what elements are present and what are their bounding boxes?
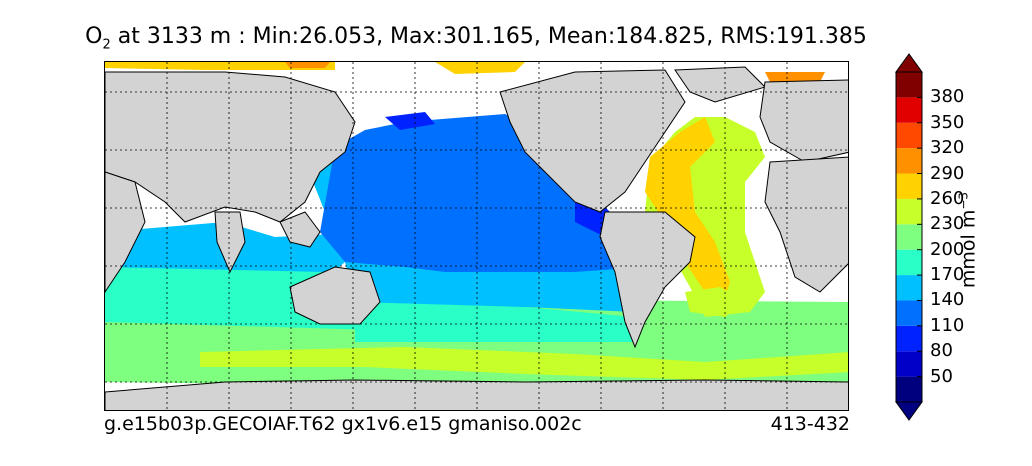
colorbar-segment [896, 224, 922, 250]
arctic-orange-patch [765, 72, 825, 82]
unit-text: mmol m [957, 209, 980, 289]
antarctica-land [105, 379, 848, 410]
southeast-asia-land [279, 211, 321, 248]
colorbar-extend-high [895, 53, 923, 73]
colorbar-segment [896, 122, 922, 149]
eurasia-west-land [105, 71, 356, 223]
colorbar-tick-label: 260 [930, 187, 965, 209]
arctic-orange-strip [285, 62, 330, 68]
colorbar-segment [896, 97, 922, 123]
colorbar-segment [896, 198, 922, 225]
colorbar-segment [896, 376, 922, 402]
south-america-land [599, 211, 696, 349]
colorbar-tick-label: 170 [930, 264, 965, 286]
australia-land [289, 266, 381, 325]
colorbar: 50 80 110 140 170 200 230 260 290 320 350 380 [880, 52, 964, 422]
colorbar-extend-low [895, 401, 923, 421]
greenland-land [674, 66, 766, 103]
plot-title: O2 at 3133 m : Min:26.053, Max:301.165, … [0, 24, 952, 52]
year-range: 413-432 [770, 413, 850, 435]
colorbar-tick-label: 230 [930, 213, 965, 235]
colorbar-segment [896, 148, 922, 174]
arctic-yellow-strip [105, 62, 335, 70]
colorbar-segment [896, 72, 922, 98]
colorbar-tick-label: 380 [930, 86, 965, 108]
colorbar-tick-label: 200 [930, 238, 965, 260]
colorbar-segment [896, 351, 922, 377]
title-subscript: 2 [102, 37, 111, 53]
map-gridlines [105, 62, 848, 410]
colorbar-segment [896, 300, 922, 326]
title-text: at 3133 m : Min:26.053, Max:301.165, Mea… [110, 24, 867, 49]
colorbar-segment [896, 275, 922, 301]
arctic-yellow-patch [435, 62, 525, 74]
north-atlantic-yellow [645, 117, 730, 297]
pacific-blue-core [320, 114, 645, 272]
north-america-land [499, 69, 686, 213]
ocean-oxygen-map [104, 61, 849, 411]
colorbar-tick-label: 110 [930, 314, 965, 336]
india-land [214, 211, 246, 274]
colorbar-tick-label: 50 [930, 365, 953, 387]
colorbar-tick-label: 350 [930, 111, 965, 133]
colorbar-svg [895, 53, 923, 421]
africa-land-right [764, 156, 848, 293]
colorbar-tick-label: 80 [930, 340, 953, 362]
colorbar-tick-label: 320 [930, 137, 965, 159]
colorbar-frame [895, 71, 923, 403]
south-atlantic-green [685, 287, 745, 317]
case-name: g.e15b03p.GECOIAF.T62 gx1v6.e15 gmaniso.… [104, 413, 582, 435]
colorbar-unit-label: mmol m−3 [956, 192, 979, 288]
map-svg [105, 62, 848, 410]
colorbar-segment [896, 173, 922, 199]
southern-yellowgreen-band [200, 347, 848, 380]
title-variable: O [85, 24, 103, 49]
colorbar-tick-label: 140 [930, 289, 965, 311]
north-pacific-deep-blue [385, 112, 435, 130]
colorbar-segment [896, 325, 922, 352]
pacific-cyan-south [355, 302, 635, 342]
africa-land-left [105, 171, 146, 293]
colorbar-tick-label: 290 [930, 162, 965, 184]
unit-exponent: −3 [956, 191, 971, 210]
colorbar-segment [896, 249, 922, 276]
